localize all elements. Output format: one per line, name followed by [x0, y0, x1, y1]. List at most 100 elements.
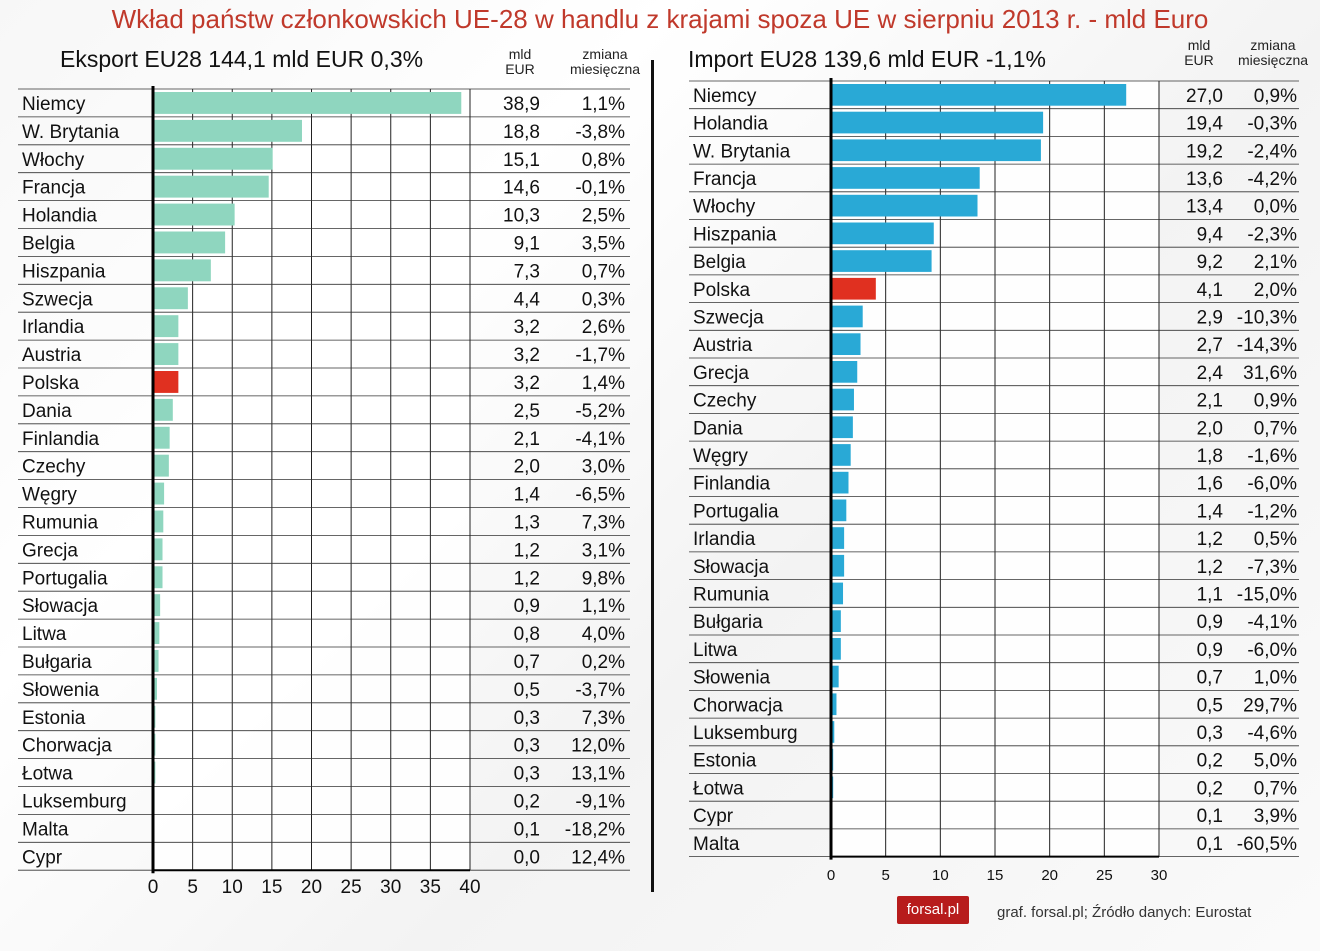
import-category-label: Luksemburg: [693, 723, 798, 744]
import-bar: [831, 554, 845, 577]
import-bar: [831, 582, 844, 605]
import-value-label: 0,9: [1197, 612, 1223, 633]
export-value-label: 14,6: [503, 178, 540, 199]
import-category-label: Malta: [693, 834, 740, 855]
import-change-label: 0,9%: [1254, 86, 1297, 107]
export-bar: [153, 482, 165, 505]
export-bar: [153, 566, 163, 589]
import-tick-label: 0: [827, 867, 835, 884]
import-bar: [831, 222, 934, 245]
import-category-label: Austria: [693, 335, 753, 356]
import-bar: [831, 416, 853, 439]
export-change-label: -6,5%: [575, 485, 625, 506]
import-tick-label: 20: [1041, 867, 1058, 884]
export-value-label: 0,3: [514, 764, 540, 785]
import-bar: [831, 610, 841, 632]
import-change-label: -1,2%: [1247, 501, 1297, 522]
export-bar: [153, 677, 157, 700]
import-change-label: -4,1%: [1247, 612, 1297, 633]
import-change-label: 0,5%: [1254, 529, 1297, 550]
export-tick-label: 40: [459, 877, 480, 898]
import-bar: [831, 638, 841, 660]
import-value-label: 0,2: [1197, 751, 1223, 772]
export-change-label: 2,5%: [582, 206, 625, 227]
export-category-label: Rumunia: [22, 512, 98, 533]
import-category-label: Włochy: [693, 197, 756, 218]
import-value-label: 2,9: [1197, 307, 1223, 328]
import-change-label: -7,3%: [1247, 557, 1297, 578]
export-change-label: 0,3%: [582, 289, 625, 310]
import-bar: [831, 305, 863, 328]
import-bar: [831, 471, 849, 494]
export-tick-label: 15: [261, 877, 282, 898]
import-bar: [831, 527, 845, 549]
import-value-label: 4,1: [1197, 280, 1223, 301]
export-category-label: Luksemburg: [22, 791, 127, 812]
export-value-label: 15,1: [503, 150, 540, 171]
import-bar: [831, 277, 876, 300]
import-change-label: -60,5%: [1237, 834, 1297, 855]
import-value-label: 1,2: [1197, 557, 1223, 578]
export-value-label: 10,3: [503, 206, 540, 227]
import-value-label: 1,4: [1197, 501, 1224, 522]
import-bar: [831, 250, 932, 272]
import-change-label: -0,3%: [1247, 114, 1297, 135]
import-tick-label: 10: [932, 867, 949, 884]
export-heading: Eksport EU28 144,1 mld EUR 0,3%: [60, 46, 424, 72]
export-category-label: Węgry: [22, 485, 77, 506]
import-category-label: Francja: [693, 169, 757, 190]
export-value-label: 3,2: [514, 345, 540, 366]
export-bar: [153, 315, 179, 338]
import-value-label: 2,4: [1197, 363, 1224, 384]
forsal-logo[interactable]: forsal.pl: [897, 896, 969, 924]
import-category-label: Estonia: [693, 751, 757, 772]
export-change-label: -0,1%: [575, 178, 625, 199]
import-category-label: Czechy: [693, 391, 757, 412]
export-category-label: Portugalia: [22, 568, 108, 589]
export-bar: [153, 510, 164, 533]
import-value-label: 9,2: [1197, 252, 1223, 273]
export-tick-label: 35: [420, 877, 441, 898]
export-bar: [153, 426, 170, 449]
export-category-label: Malta: [22, 819, 69, 840]
export-bar: [153, 287, 188, 310]
import-change-label: 0,7%: [1254, 778, 1297, 799]
import-bar: [831, 721, 835, 743]
import-category-label: Słowenia: [693, 668, 771, 689]
import-change-label: -1,6%: [1247, 446, 1297, 467]
import-value-label: 1,8: [1197, 446, 1223, 467]
import-category-label: Niemcy: [693, 86, 757, 107]
export-change-label: -4,1%: [575, 429, 625, 450]
export-change-label: -5,2%: [575, 401, 625, 422]
import-heading: Import EU28 139,6 mld EUR -1,1%: [688, 46, 1046, 72]
import-bar: [831, 665, 839, 688]
import-category-label: Portugalia: [693, 501, 779, 522]
import-change-label: -2,4%: [1247, 141, 1297, 162]
import-value-label: 0,9: [1197, 640, 1223, 661]
import-value-label: 0,3: [1197, 723, 1223, 744]
import-tick-label: 25: [1096, 867, 1113, 884]
import-category-label: W. Brytania: [693, 141, 791, 162]
import-change-label: 0,9%: [1254, 391, 1297, 412]
export-bar: [153, 231, 226, 254]
export-category-label: W. Brytania: [22, 122, 120, 143]
export-bar: [153, 203, 235, 226]
import-change-label: 2,0%: [1254, 280, 1297, 301]
export-tick-label: 20: [301, 877, 322, 898]
export-change-label: 0,7%: [582, 261, 625, 282]
import-bar: [831, 693, 837, 716]
import-change-label: -15,0%: [1237, 584, 1297, 605]
source-credit: graf. forsal.pl; Źródło danych: Eurostat: [997, 904, 1252, 921]
import-category-label: Szwecja: [693, 307, 764, 328]
import-category-label: Holandia: [693, 114, 768, 135]
export-change-label: 12,0%: [571, 736, 625, 757]
import-bar: [831, 444, 851, 466]
import-change-label: 3,9%: [1254, 806, 1297, 827]
export-value-label: 1,4: [514, 485, 541, 506]
export-bar: [153, 594, 161, 617]
import-change-header: zmiana miesięczna: [1237, 37, 1309, 68]
import-category-label: Hiszpania: [693, 224, 777, 245]
export-change-label: 4,0%: [582, 624, 625, 645]
export-change-label: 13,1%: [571, 764, 625, 785]
